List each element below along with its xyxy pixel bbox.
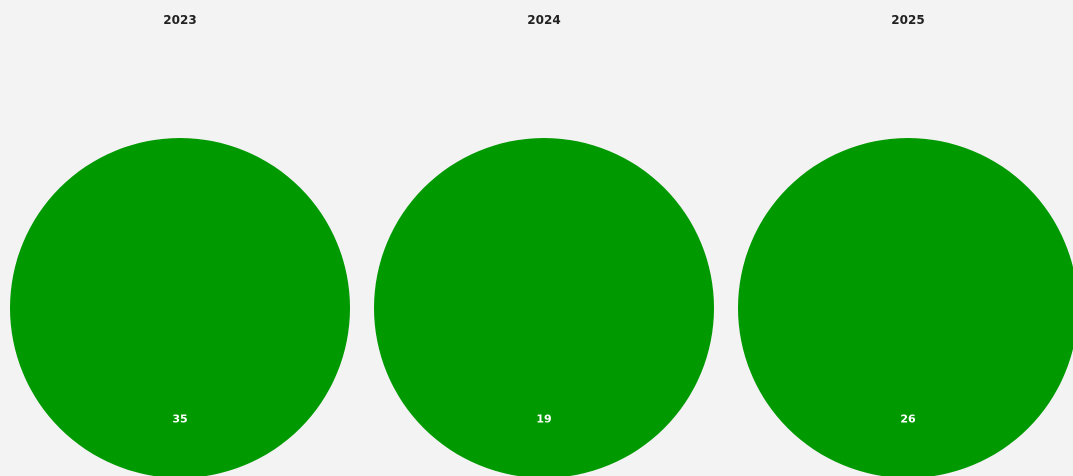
- donut-2025: 026: [738, 138, 1073, 476]
- chart-title-2023: 2023: [163, 13, 197, 27]
- donut-2024: 019: [374, 138, 714, 476]
- slice-2023-1: [10, 138, 350, 476]
- slice-2024-1: [374, 138, 714, 476]
- data-label-2023-1: 35: [172, 413, 187, 426]
- slice-2025-1: [738, 138, 1073, 476]
- chart-title-2025: 2025: [891, 13, 925, 27]
- data-label-2024-1: 19: [536, 413, 551, 426]
- donut-2023: 035: [10, 138, 350, 476]
- data-label-2025-1: 26: [900, 413, 916, 426]
- chart-title-2024: 2024: [527, 13, 561, 27]
